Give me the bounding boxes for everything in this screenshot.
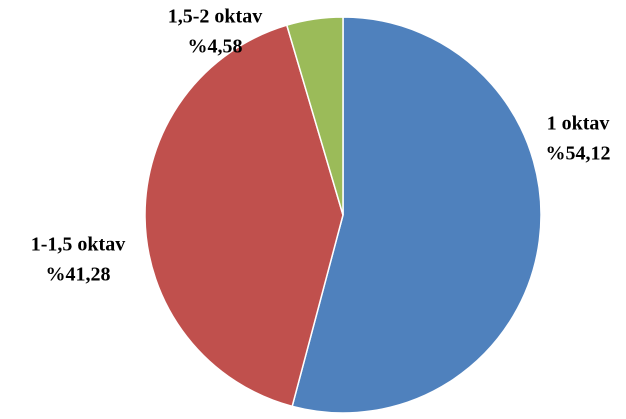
category-label: 1,5-2 oktav	[168, 6, 262, 28]
pie-slice	[285, 16, 344, 216]
pie-slice	[144, 24, 344, 408]
value-label: %54,12	[546, 143, 611, 165]
value-label: %41,28	[46, 264, 111, 286]
category-label: 1 oktav	[547, 113, 610, 135]
pie-slice	[291, 16, 542, 414]
category-label: 1-1,5 oktav	[31, 234, 125, 256]
value-label: %4,58	[188, 36, 243, 58]
